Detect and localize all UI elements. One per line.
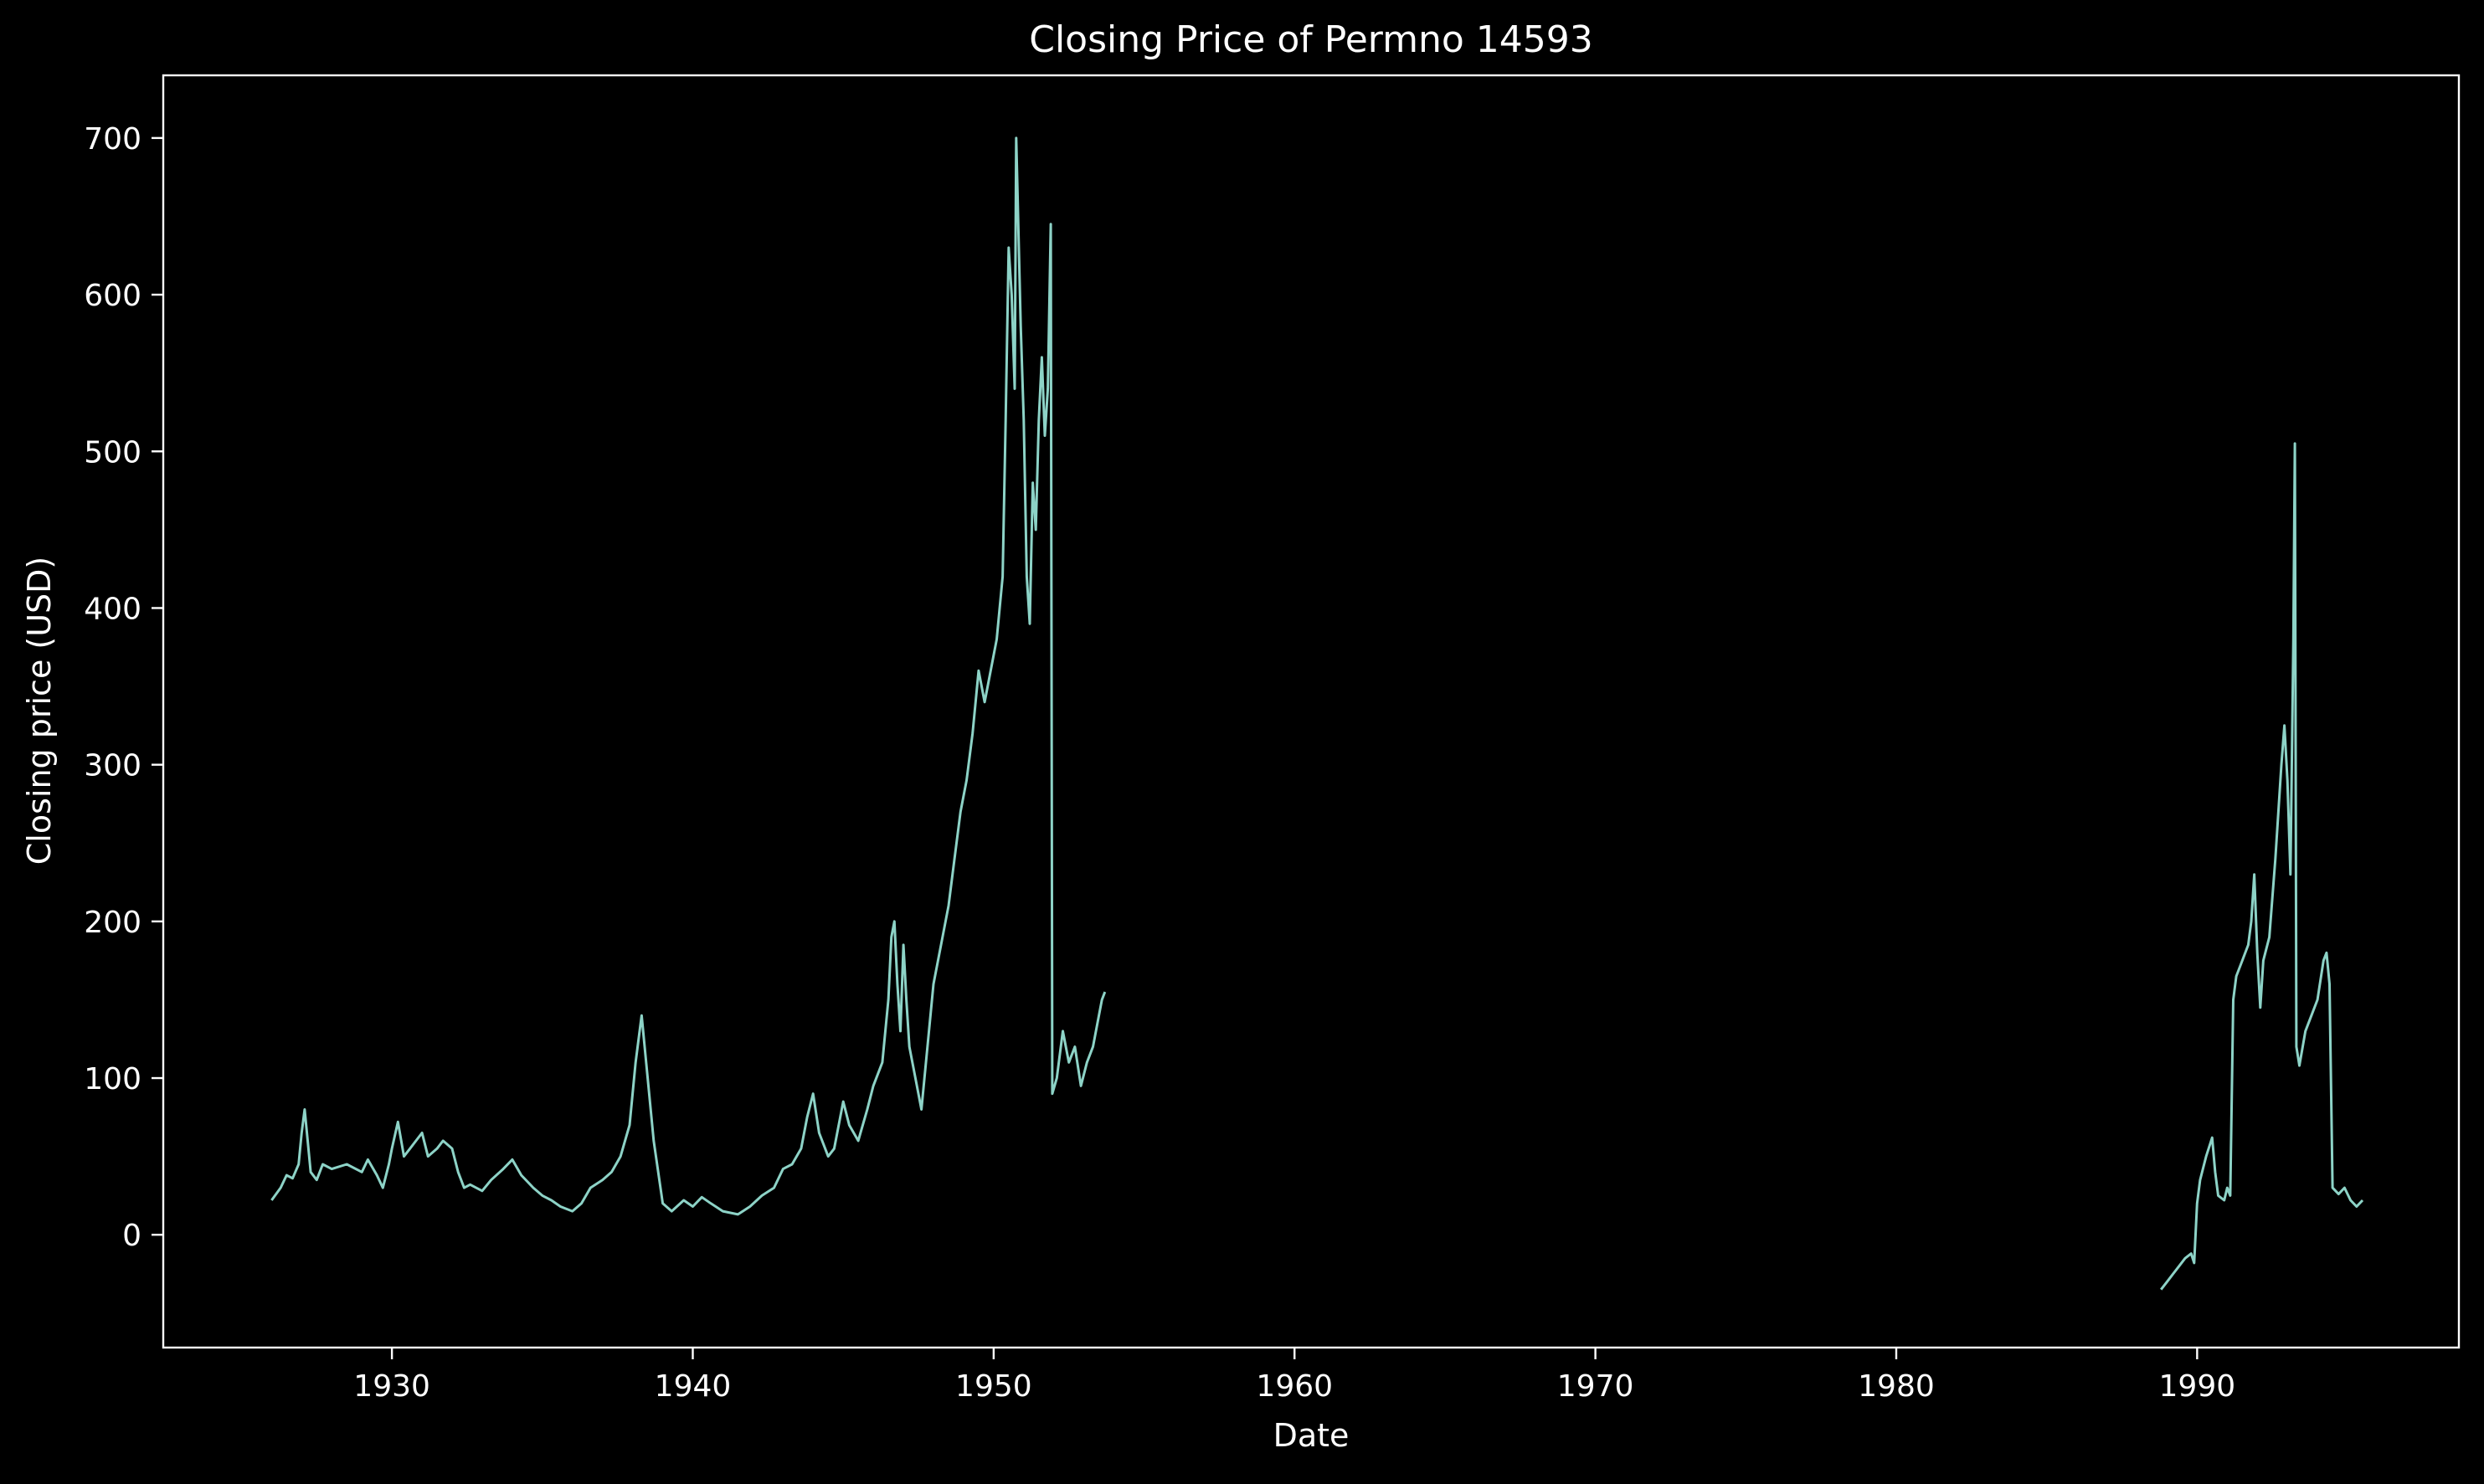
x-tick-label: 1930: [353, 1369, 430, 1404]
x-tick-label: 1990: [2159, 1369, 2236, 1404]
y-tick-label: 600: [84, 279, 141, 313]
x-axis: 1930 1940 1950 1960 1970 1980 1990: [353, 1348, 2235, 1404]
x-tick-label: 1950: [955, 1369, 1032, 1404]
x-tick-label: 1960: [1256, 1369, 1333, 1404]
x-tick-label: 1970: [1557, 1369, 1634, 1404]
y-tick-label: 0: [122, 1219, 141, 1253]
x-tick-label: 1980: [1858, 1369, 1935, 1404]
x-tick-label: 1940: [655, 1369, 732, 1404]
y-tick-label: 400: [84, 592, 141, 626]
chart-title: Closing Price of Permno 14593: [1029, 18, 1593, 61]
y-tick-label: 700: [84, 122, 141, 157]
y-tick-label: 300: [84, 749, 141, 783]
y-tick-label: 200: [84, 906, 141, 940]
series-line: [2160, 442, 2364, 1291]
y-axis-label: Closing price (USD): [21, 557, 58, 865]
x-axis-label: Date: [1273, 1417, 1350, 1454]
y-tick-label: 500: [84, 435, 141, 470]
y-axis: 0 100 200 300 400 500 600 700: [84, 122, 163, 1253]
plot-area: [270, 136, 2364, 1291]
series-line: [270, 136, 1107, 1216]
y-tick-label: 100: [84, 1062, 141, 1096]
axes-frame: [162, 74, 2461, 1349]
